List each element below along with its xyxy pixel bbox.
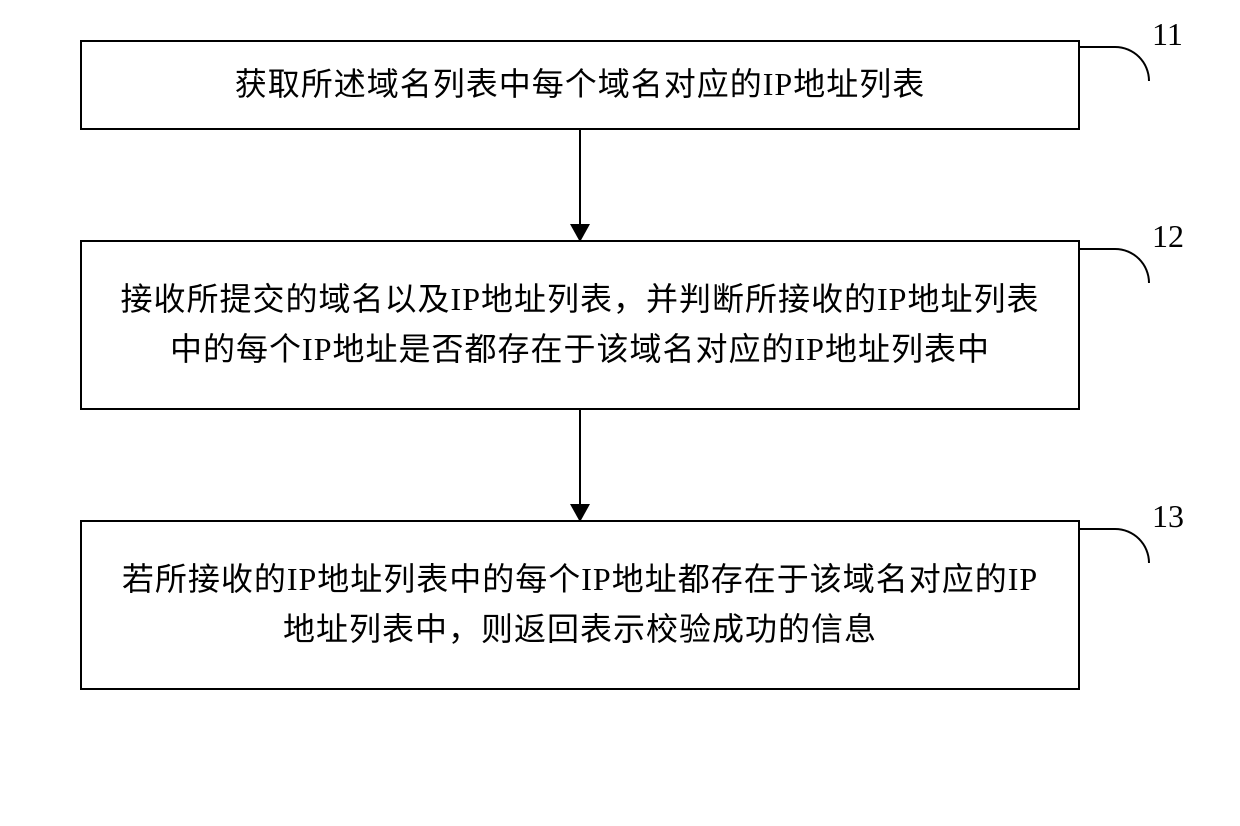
flow-node-1-wrap: 获取所述域名列表中每个域名对应的IP地址列表 11 [80,40,1080,130]
callout-line-1 [1080,46,1150,81]
flow-node-3: 若所接收的IP地址列表中的每个IP地址都存在于该域名对应的IP地址列表中，则返回… [80,520,1080,690]
flow-arrow-2 [80,410,1080,520]
flow-node-1-text: 获取所述域名列表中每个域名对应的IP地址列表 [235,60,925,110]
flow-node-1: 获取所述域名列表中每个域名对应的IP地址列表 [80,40,1080,130]
flow-node-2: 接收所提交的域名以及IP地址列表，并判断所接收的IP地址列表中的每个IP地址是否… [80,240,1080,410]
flow-arrow-1 [80,130,1080,240]
callout-line-3 [1080,528,1150,563]
callout-label-2: 12 [1152,218,1184,255]
callout-label-3: 13 [1152,498,1184,535]
flow-node-2-text: 接收所提交的域名以及IP地址列表，并判断所接收的IP地址列表中的每个IP地址是否… [112,275,1048,374]
callout-line-2 [1080,248,1150,283]
flow-node-3-wrap: 若所接收的IP地址列表中的每个IP地址都存在于该域名对应的IP地址列表中，则返回… [80,520,1080,690]
callout-label-1: 11 [1152,16,1183,53]
flow-node-3-text: 若所接收的IP地址列表中的每个IP地址都存在于该域名对应的IP地址列表中，则返回… [112,555,1048,654]
flowchart-container: 获取所述域名列表中每个域名对应的IP地址列表 11 接收所提交的域名以及IP地址… [80,40,1160,690]
flow-node-2-wrap: 接收所提交的域名以及IP地址列表，并判断所接收的IP地址列表中的每个IP地址是否… [80,240,1080,410]
